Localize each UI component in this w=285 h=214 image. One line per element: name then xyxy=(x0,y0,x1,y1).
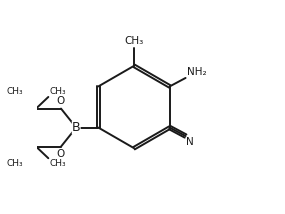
Text: B: B xyxy=(72,121,81,134)
Text: CH₃: CH₃ xyxy=(125,36,144,46)
Text: CH₃: CH₃ xyxy=(49,159,66,168)
Text: N: N xyxy=(186,137,194,147)
Text: CH₃: CH₃ xyxy=(6,159,23,168)
Text: CH₃: CH₃ xyxy=(6,87,23,96)
Text: O: O xyxy=(57,96,65,106)
Text: NH₂: NH₂ xyxy=(187,67,206,77)
Text: O: O xyxy=(57,149,65,159)
Text: CH₃: CH₃ xyxy=(49,87,66,96)
